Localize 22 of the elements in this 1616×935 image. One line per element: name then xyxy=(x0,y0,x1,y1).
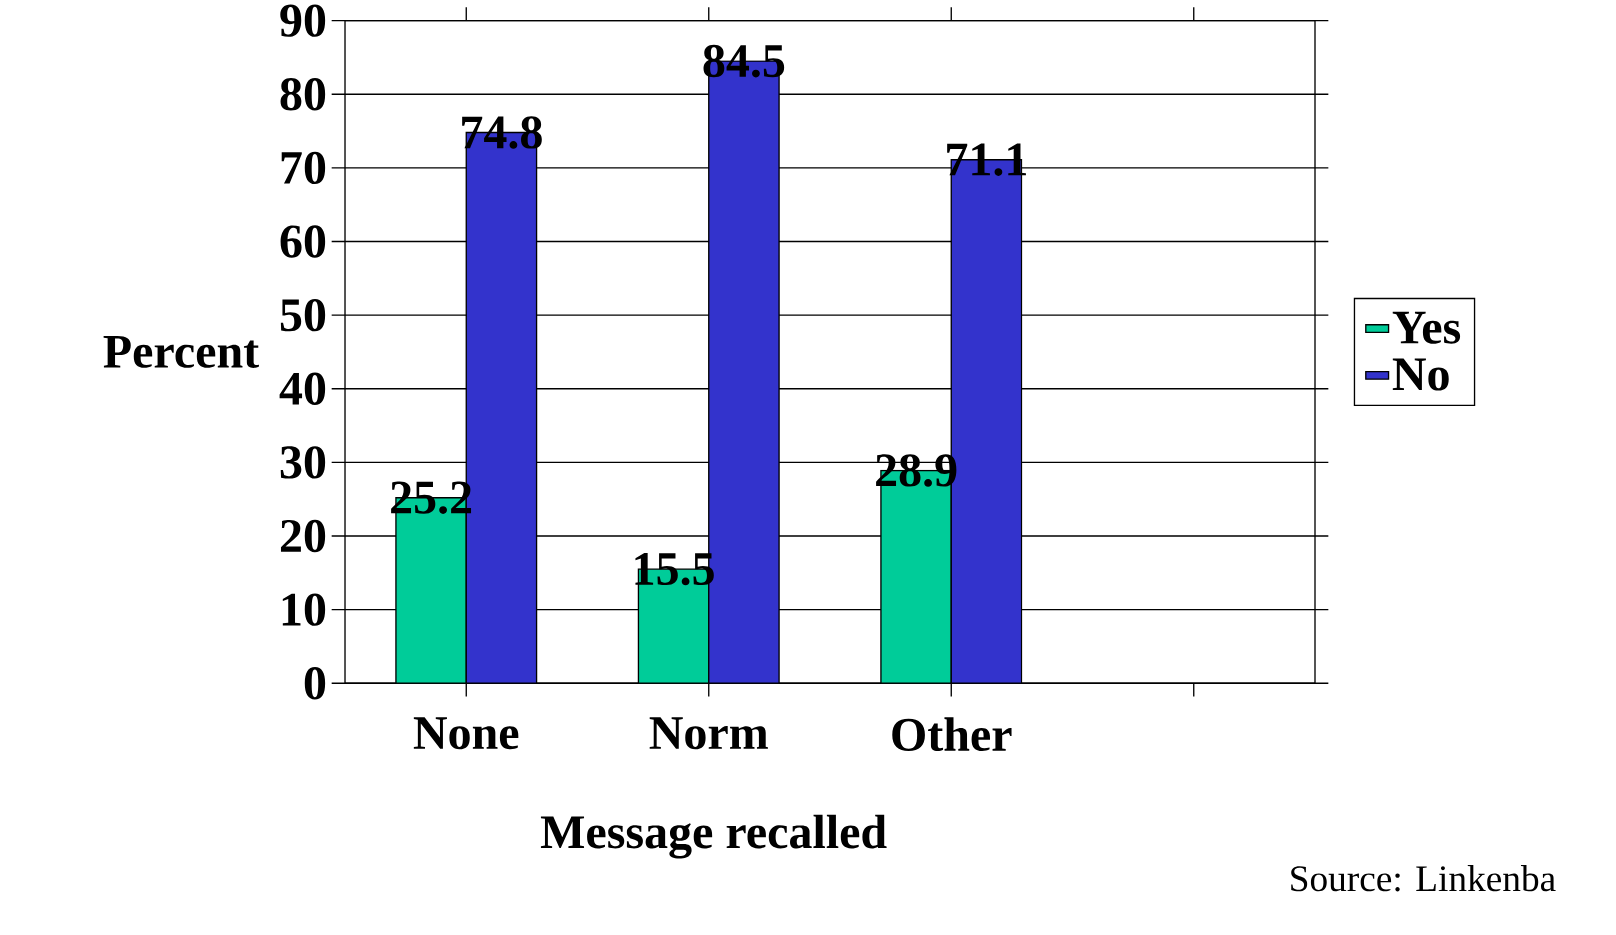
y-tick-label: 50 xyxy=(280,298,326,332)
data-label: 15.5 xyxy=(635,552,714,586)
y-axis-title: Percent xyxy=(103,335,259,368)
data-label: 74.8 xyxy=(462,116,542,149)
x-axis-title: Message recalled xyxy=(540,814,887,859)
legend-label: Yes xyxy=(1392,311,1461,344)
y-tick-label: 70 xyxy=(281,151,326,184)
data-label: 25.2 xyxy=(391,481,472,514)
data-label: 84.5 xyxy=(703,44,785,78)
x-tick-label: Norm xyxy=(649,717,768,750)
y-tick-label: 80 xyxy=(280,77,326,111)
x-tick-label: Other xyxy=(892,717,1012,751)
y-tick-label: 30 xyxy=(280,446,326,479)
y-tick-label: 40 xyxy=(279,372,326,405)
y-tick-label: 10 xyxy=(282,593,326,626)
source-note: Source: Linkenba xyxy=(1291,864,1556,892)
y-tick-label: 90 xyxy=(280,4,326,37)
y-tick-label: 60 xyxy=(280,225,326,258)
y-tick-label: 20 xyxy=(280,519,326,553)
legend-label: No xyxy=(1392,358,1449,391)
x-tick-label: None xyxy=(413,717,519,750)
y-tick-label: 0 xyxy=(304,666,326,700)
